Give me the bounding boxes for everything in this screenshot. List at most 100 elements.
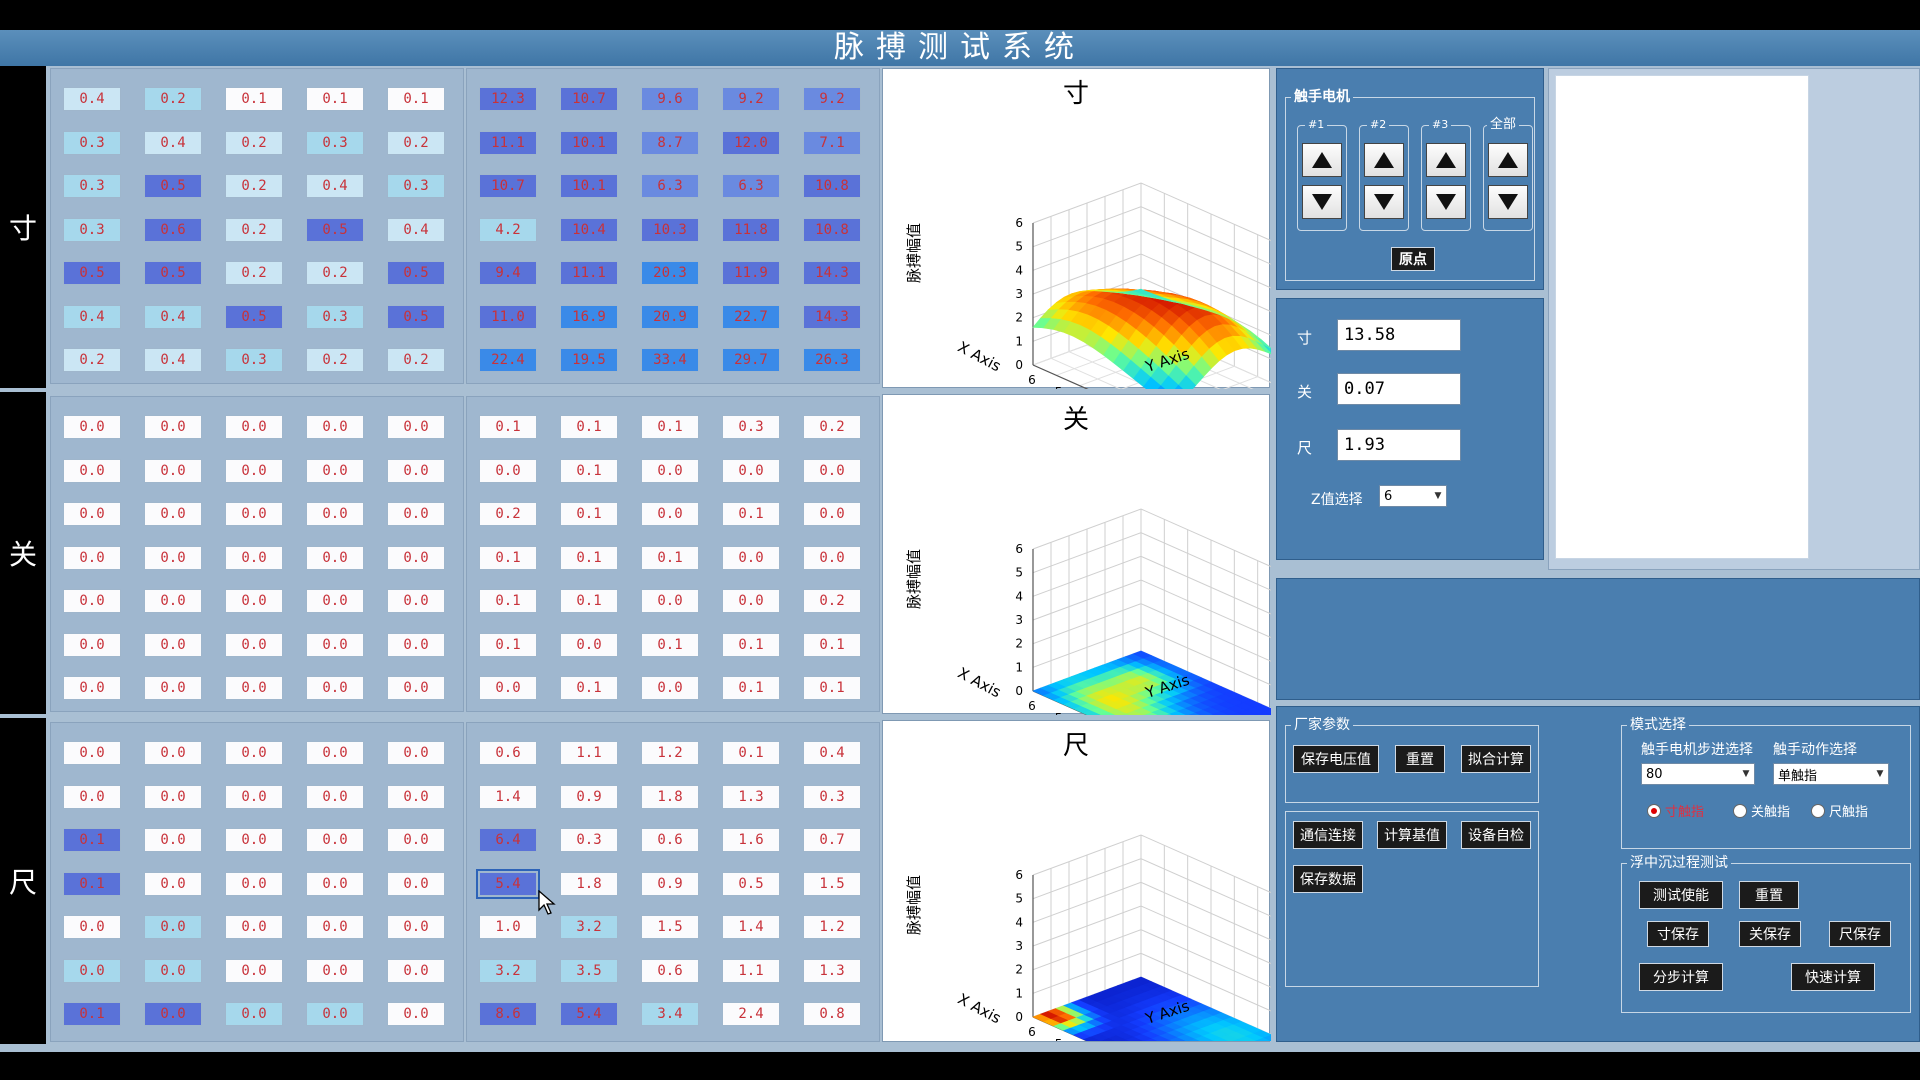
grid-cell-guan-left[interactable]: 0.0 bbox=[225, 502, 283, 526]
grid-cell-cun-left[interactable]: 0.2 bbox=[387, 348, 445, 372]
step-select-dropdown[interactable]: 80 ▼ bbox=[1641, 763, 1755, 785]
grid-cell-guan-right[interactable]: 0.1 bbox=[722, 676, 780, 700]
grid-cell-chi-right[interactable]: 1.2 bbox=[641, 741, 699, 765]
grid-cell-guan-left[interactable]: 0.0 bbox=[63, 458, 121, 483]
quick-calc-button[interactable]: 快速计算 bbox=[1791, 963, 1875, 991]
grid-cell-guan-left[interactable]: 0.0 bbox=[387, 589, 445, 613]
grid-cell-cun-right[interactable]: 14.3 bbox=[803, 304, 861, 329]
motor1-down-button[interactable] bbox=[1302, 185, 1342, 219]
grid-cell-cun-right[interactable]: 6.3 bbox=[722, 174, 780, 198]
grid-cell-cun-left[interactable]: 0.2 bbox=[144, 87, 202, 111]
grid-cell-cun-left[interactable]: 0.4 bbox=[306, 174, 364, 198]
radio-cun[interactable]: 寸触指 bbox=[1647, 801, 1704, 820]
grid-cell-guan-left[interactable]: 0.0 bbox=[225, 632, 283, 657]
grid-cell-guan-left[interactable]: 0.0 bbox=[144, 415, 202, 439]
grid-cell-chi-left[interactable]: 0.1 bbox=[63, 1002, 121, 1026]
grid-cell-guan-left[interactable]: 0.0 bbox=[387, 415, 445, 439]
grid-cell-cun-right[interactable]: 10.8 bbox=[803, 217, 861, 242]
grid-cell-chi-right[interactable]: 2.4 bbox=[722, 1002, 780, 1026]
grid-cell-guan-left[interactable]: 0.0 bbox=[63, 676, 121, 700]
grid-cell-chi-right[interactable]: 3.4 bbox=[641, 1002, 699, 1026]
grid-cell-cun-right[interactable]: 10.7 bbox=[479, 174, 537, 198]
grid-cell-guan-right[interactable]: 0.1 bbox=[479, 589, 537, 613]
grid-cell-chi-left[interactable]: 0.0 bbox=[225, 784, 283, 809]
grid-cell-cun-left[interactable]: 0.3 bbox=[225, 348, 283, 372]
action-select-dropdown[interactable]: 单触指 ▼ bbox=[1773, 763, 1889, 785]
grid-cell-guan-right[interactable]: 0.1 bbox=[641, 415, 699, 439]
grid-cell-cun-right[interactable]: 20.9 bbox=[641, 304, 699, 329]
grid-cell-chi-right[interactable]: 1.6 bbox=[722, 828, 780, 852]
grid-cell-guan-right[interactable]: 0.1 bbox=[479, 632, 537, 657]
grid-cell-chi-left[interactable]: 0.0 bbox=[387, 741, 445, 765]
grid-cell-guan-left[interactable]: 0.0 bbox=[63, 632, 121, 657]
grid-cell-chi-left[interactable]: 0.0 bbox=[144, 741, 202, 765]
grid-cell-cun-left[interactable]: 0.3 bbox=[63, 174, 121, 198]
grid-cell-cun-right[interactable]: 10.1 bbox=[560, 130, 618, 155]
grid-cell-cun-right[interactable]: 10.4 bbox=[560, 217, 618, 242]
grid-cell-chi-right[interactable]: 0.8 bbox=[803, 1002, 861, 1026]
grid-cell-cun-left[interactable]: 0.2 bbox=[225, 217, 283, 242]
grid-cell-chi-right[interactable]: 5.4 bbox=[476, 868, 540, 899]
grid-cell-cun-right[interactable]: 11.1 bbox=[560, 261, 618, 285]
grid-cell-cun-right[interactable]: 9.2 bbox=[722, 87, 780, 111]
grid-cell-guan-left[interactable]: 0.0 bbox=[387, 545, 445, 570]
save-cun-button[interactable]: 寸保存 bbox=[1647, 921, 1709, 947]
grid-cell-chi-right[interactable]: 0.3 bbox=[560, 828, 618, 852]
grid-cell-guan-left[interactable]: 0.0 bbox=[63, 589, 121, 613]
grid-cell-cun-left[interactable]: 0.5 bbox=[387, 261, 445, 285]
grid-cell-guan-right[interactable]: 0.3 bbox=[722, 415, 780, 439]
grid-cell-chi-left[interactable]: 0.0 bbox=[144, 871, 202, 896]
grid-cell-guan-right[interactable]: 0.2 bbox=[803, 589, 861, 613]
grid-cell-cun-right[interactable]: 10.3 bbox=[641, 217, 699, 242]
grid-cell-guan-right[interactable]: 0.1 bbox=[641, 545, 699, 570]
grid-cell-guan-left[interactable]: 0.0 bbox=[306, 676, 364, 700]
grid-cell-cun-right[interactable]: 10.8 bbox=[803, 174, 861, 198]
grid-cell-chi-left[interactable]: 0.0 bbox=[306, 915, 364, 939]
grid-cell-chi-right[interactable]: 0.1 bbox=[722, 741, 780, 765]
grid-cell-guan-right[interactable]: 0.0 bbox=[722, 458, 780, 483]
grid-cell-guan-left[interactable]: 0.0 bbox=[225, 458, 283, 483]
save-guan-button[interactable]: 关保存 bbox=[1739, 921, 1801, 947]
grid-cell-chi-left[interactable]: 0.0 bbox=[225, 915, 283, 939]
grid-cell-chi-left[interactable]: 0.0 bbox=[387, 784, 445, 809]
save-voltage-button[interactable]: 保存电压值 bbox=[1293, 745, 1379, 773]
grid-cell-chi-left[interactable]: 0.0 bbox=[306, 784, 364, 809]
grid-cell-guan-left[interactable]: 0.0 bbox=[144, 545, 202, 570]
grid-cell-cun-right[interactable]: 14.3 bbox=[803, 261, 861, 285]
grid-cell-guan-right[interactable]: 0.1 bbox=[560, 676, 618, 700]
radio-guan[interactable]: 关触指 bbox=[1733, 801, 1790, 820]
motor2-down-button[interactable] bbox=[1364, 185, 1404, 219]
grid-cell-chi-left[interactable]: 0.0 bbox=[225, 958, 283, 983]
grid-cell-cun-left[interactable]: 0.3 bbox=[306, 304, 364, 329]
grid-cell-guan-left[interactable]: 0.0 bbox=[387, 502, 445, 526]
save-chi-button[interactable]: 尺保存 bbox=[1829, 921, 1891, 947]
grid-cell-cun-left[interactable]: 0.2 bbox=[387, 130, 445, 155]
grid-cell-guan-right[interactable]: 0.0 bbox=[641, 589, 699, 613]
grid-cell-cun-right[interactable]: 26.3 bbox=[803, 348, 861, 372]
grid-cell-cun-left[interactable]: 0.1 bbox=[306, 87, 364, 111]
grid-cell-guan-right[interactable]: 0.0 bbox=[803, 502, 861, 526]
radio-chi-dot[interactable] bbox=[1811, 803, 1825, 818]
fit-calc-button[interactable]: 拟合计算 bbox=[1461, 745, 1531, 773]
grid-cell-guan-right[interactable]: 0.0 bbox=[479, 458, 537, 483]
grid-cell-chi-right[interactable]: 8.6 bbox=[479, 1002, 537, 1026]
grid-cell-chi-left[interactable]: 0.0 bbox=[225, 828, 283, 852]
grid-cell-chi-right[interactable]: 3.2 bbox=[560, 915, 618, 939]
float-reset-button[interactable]: 重置 bbox=[1739, 881, 1799, 909]
grid-cell-cun-right[interactable]: 20.3 bbox=[641, 261, 699, 285]
grid-cell-cun-right[interactable]: 22.4 bbox=[479, 348, 537, 372]
grid-cell-guan-left[interactable]: 0.0 bbox=[225, 589, 283, 613]
grid-cell-cun-left[interactable]: 0.4 bbox=[63, 304, 121, 329]
grid-cell-guan-right[interactable]: 0.0 bbox=[641, 502, 699, 526]
z-select-dropdown[interactable]: 6 ▼ bbox=[1379, 485, 1447, 507]
grid-cell-guan-right[interactable]: 0.0 bbox=[641, 458, 699, 483]
grid-cell-chi-left[interactable]: 0.0 bbox=[144, 828, 202, 852]
factory-reset-button[interactable]: 重置 bbox=[1395, 745, 1445, 773]
grid-cell-guan-right[interactable]: 0.2 bbox=[803, 415, 861, 439]
motor2-up-button[interactable] bbox=[1364, 143, 1404, 177]
grid-cell-guan-right[interactable]: 0.0 bbox=[722, 545, 780, 570]
grid-cell-chi-left[interactable]: 0.0 bbox=[144, 784, 202, 809]
grid-cell-cun-left[interactable]: 0.4 bbox=[387, 217, 445, 242]
grid-cell-chi-right[interactable]: 0.9 bbox=[560, 784, 618, 809]
origin-button[interactable]: 原点 bbox=[1391, 247, 1435, 271]
